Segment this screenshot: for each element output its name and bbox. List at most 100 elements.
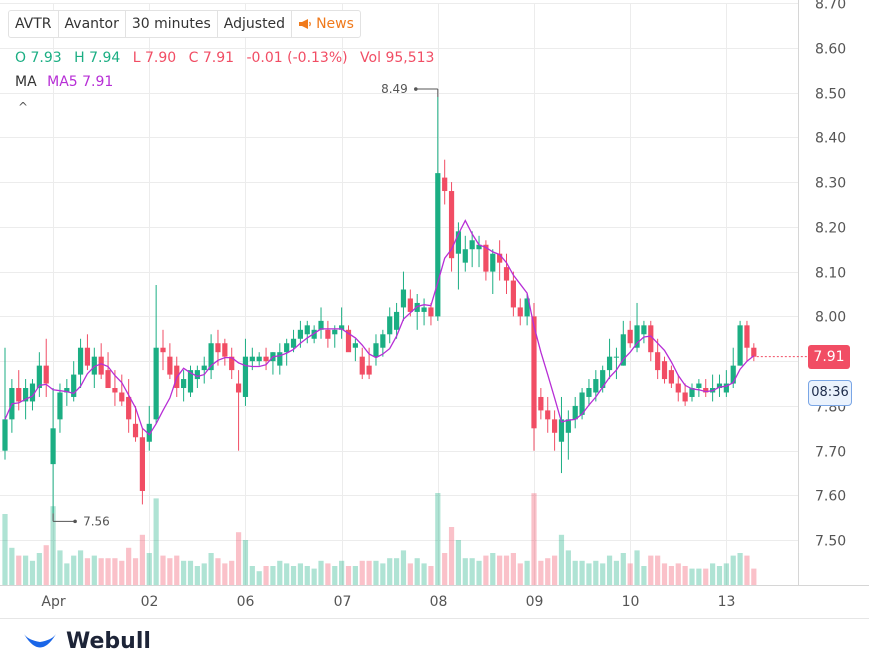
low-label: L: [132, 50, 141, 66]
volume-bar: [235, 532, 242, 585]
interval-selector[interactable]: 30 minutes: [126, 11, 218, 37]
candle-body: [414, 302, 420, 312]
volume-bar: [290, 566, 297, 585]
candle-body: [613, 356, 620, 358]
volume-bar: [483, 555, 489, 585]
volume-bar: [730, 555, 736, 585]
volume-bar: [442, 553, 448, 585]
volume-bar: [586, 563, 592, 585]
open-value: 7.93: [30, 50, 62, 66]
volume-bar: [572, 560, 578, 585]
candle-body: [655, 352, 661, 371]
volume-bar: [462, 558, 468, 585]
volume-bar: [455, 540, 462, 585]
candle-body: [373, 343, 379, 357]
candle-body: [36, 365, 42, 389]
volume-bar: [393, 558, 400, 585]
volume-bar: [744, 555, 750, 585]
news-button[interactable]: News: [292, 11, 360, 37]
candle-body: [593, 379, 599, 393]
volume-bar: [655, 555, 661, 585]
ma-indicator[interactable]: MA MA5 7.91: [15, 74, 113, 90]
candle-body: [510, 280, 516, 308]
candle-body: [744, 325, 750, 348]
close-label: C: [188, 50, 199, 66]
x-tick-label: 08: [430, 594, 448, 610]
candle-body: [606, 356, 613, 371]
candle-body: [304, 325, 310, 335]
candle-body: [345, 329, 352, 353]
candle-body: [545, 410, 551, 420]
collapse-caret-icon[interactable]: ^: [18, 100, 29, 114]
candle-body: [2, 419, 8, 451]
candle-body: [648, 325, 654, 353]
candle-body: [442, 177, 448, 192]
candle-body: [538, 396, 544, 411]
volume-bar: [606, 555, 613, 585]
volume-bar: [373, 560, 379, 585]
volume-bar: [167, 558, 173, 585]
y-tick-label: 7.70: [815, 445, 846, 461]
candle-body: [194, 370, 200, 380]
volume-bar: [242, 540, 249, 585]
volume-bar: [98, 558, 104, 585]
volume-bar: [710, 563, 716, 585]
volume-bar: [400, 550, 407, 585]
candle-body: [29, 383, 36, 402]
volume-bar: [50, 506, 56, 585]
candle-body: [222, 343, 228, 357]
volume-bar: [407, 563, 413, 585]
y-tick-label: 8.10: [815, 266, 846, 282]
volume-bar: [435, 493, 441, 585]
candle-body: [497, 253, 503, 263]
volume-bar: [593, 560, 599, 585]
candle-body: [84, 347, 91, 366]
candle-body: [339, 325, 345, 330]
volume-bar: [648, 555, 654, 585]
candle-body: [380, 334, 386, 348]
candle-body: [730, 365, 736, 384]
volume-bar: [634, 550, 640, 585]
candle-body: [490, 253, 496, 272]
volume-bar: [325, 563, 331, 585]
webull-logo-icon: [24, 633, 56, 647]
symbol-ticker[interactable]: AVTR: [9, 11, 59, 37]
volume-bar: [565, 550, 571, 585]
annotation-dot: [414, 87, 418, 91]
volume-bar: [2, 514, 8, 585]
candle-body: [600, 370, 606, 389]
x-tick-label: Apr: [41, 594, 65, 610]
candle-body: [675, 383, 681, 393]
volume-bar: [490, 553, 496, 585]
volume-bar: [181, 560, 187, 585]
volume-bar: [249, 566, 255, 585]
volume-bar: [545, 558, 551, 585]
candle-body: [263, 356, 269, 362]
volume-bar: [510, 553, 516, 585]
current-price-label: 7.91: [808, 345, 850, 369]
candle-body: [558, 419, 565, 442]
candle-body: [668, 370, 674, 384]
high-value: 7.94: [89, 50, 121, 66]
candle-body: [50, 428, 56, 465]
volume-bar: [620, 553, 626, 585]
volume-bar: [421, 563, 427, 585]
candle-body: [462, 249, 468, 263]
volume-bar: [284, 563, 290, 585]
candle-body: [503, 267, 510, 281]
volume-bar: [627, 563, 633, 585]
candle-body: [455, 231, 462, 254]
candle-body: [64, 388, 70, 393]
volume-bar: [668, 566, 674, 585]
volume-bar: [77, 550, 84, 585]
volume-bar: [503, 555, 510, 585]
volume-bar: [9, 547, 15, 585]
candle-body: [689, 388, 695, 397]
adjust-toggle[interactable]: Adjusted: [218, 11, 293, 37]
volume-bar: [579, 560, 585, 585]
low-value: 7.90: [144, 50, 177, 66]
candle-body: [387, 316, 393, 335]
candle-body: [167, 356, 173, 375]
x-tick-label: 02: [141, 594, 159, 610]
